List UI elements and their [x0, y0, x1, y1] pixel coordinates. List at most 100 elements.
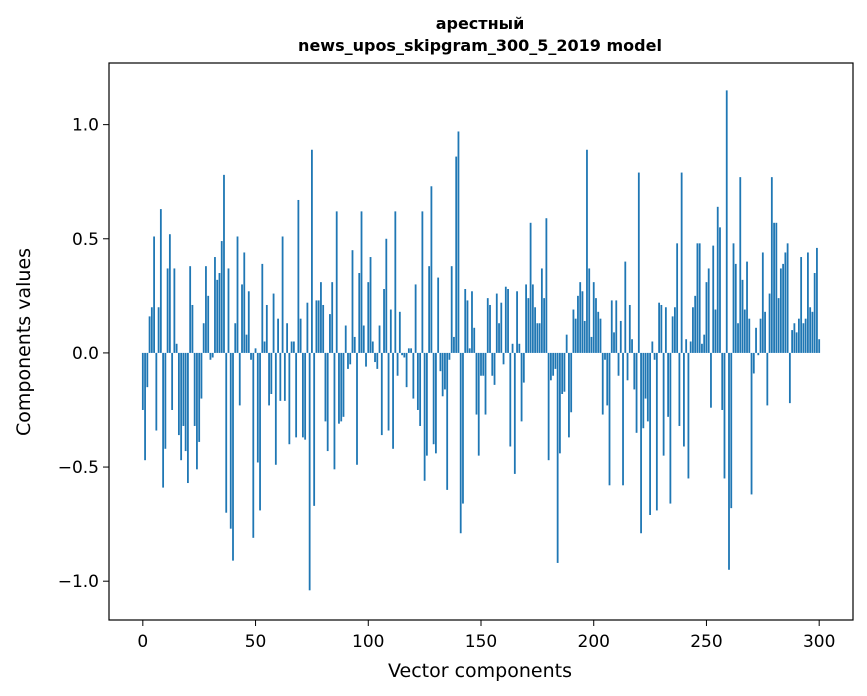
bar-135	[446, 352, 449, 490]
bar-121	[414, 284, 417, 353]
bar-58	[272, 293, 275, 353]
bar-258	[723, 352, 726, 479]
x-tick-label-0: 0	[137, 632, 148, 652]
bar-94	[353, 336, 356, 353]
bar-53	[261, 263, 264, 353]
bar-128	[430, 186, 433, 353]
bar-97	[360, 211, 363, 353]
bar-194	[579, 282, 582, 353]
y-tick-label-2: 0.0	[72, 344, 99, 364]
bar-106	[380, 352, 383, 436]
bar-8	[159, 209, 162, 353]
bar-88	[340, 352, 343, 422]
x-tick-label-1: 50	[245, 632, 267, 652]
bar-152	[484, 352, 487, 415]
bar-233	[667, 352, 670, 417]
bar-249	[703, 334, 706, 353]
bar-180	[547, 352, 550, 461]
x-tick-label-2: 100	[352, 632, 384, 652]
bar-178	[543, 298, 546, 353]
bar-287	[788, 352, 791, 404]
bar-138	[453, 336, 455, 353]
bar-214	[624, 261, 627, 353]
bar-99	[365, 352, 367, 367]
bar-200	[592, 282, 595, 353]
bar-236	[673, 307, 676, 353]
bar-275	[761, 252, 764, 353]
bar-52	[259, 352, 261, 511]
bar-101	[369, 257, 372, 353]
bar-130	[435, 352, 437, 454]
bar-278	[768, 293, 771, 353]
bar-7	[157, 307, 160, 353]
bar-104	[376, 352, 379, 369]
bar-111	[392, 352, 394, 449]
bar-234	[669, 352, 672, 504]
bar-173	[531, 284, 534, 353]
bar-92	[349, 352, 352, 365]
bar-113	[396, 352, 399, 376]
bar-123	[419, 352, 422, 426]
bar-262	[732, 243, 735, 353]
bar-170	[525, 284, 527, 353]
bar-65	[288, 352, 291, 445]
x-tick-label-5: 250	[690, 632, 722, 652]
bar-21	[189, 266, 192, 353]
bar-137	[450, 266, 453, 353]
bar-63	[283, 352, 286, 401]
bar-240	[683, 352, 685, 447]
bar-189	[568, 352, 570, 438]
bar-181	[549, 352, 552, 381]
bar-124	[421, 211, 424, 353]
bar-155	[491, 352, 494, 376]
bar-161	[504, 286, 507, 353]
bar-62	[281, 236, 284, 353]
bar-47	[247, 291, 250, 353]
bar-131	[437, 277, 440, 353]
bar-172	[529, 222, 532, 353]
bar-78	[317, 300, 320, 353]
bar-139	[455, 156, 458, 353]
x-axis-label: Vector components	[388, 660, 572, 682]
bar-69	[297, 199, 300, 353]
bar-244	[692, 307, 694, 353]
bar-197	[586, 149, 588, 353]
bar-218	[633, 352, 636, 390]
bar-95	[356, 352, 358, 465]
bar-45	[243, 252, 246, 353]
bar-242	[687, 352, 690, 479]
bar-151	[482, 352, 485, 376]
bar-2	[146, 352, 149, 388]
bar-46	[245, 334, 248, 353]
x-axis-ticks: 0 50 100 150 200 250 300	[137, 620, 835, 652]
bar-158	[498, 323, 500, 353]
bar-267	[743, 309, 746, 353]
bar-284	[782, 263, 785, 353]
bar-29	[207, 295, 210, 353]
y-axis-ticks: −1.0 −0.5 0.0 0.5 1.0	[58, 116, 109, 592]
bar-195	[581, 291, 584, 353]
bar-164	[511, 343, 514, 353]
y-tick-label-4: 1.0	[72, 116, 99, 136]
bar-209	[613, 332, 615, 353]
bar-54	[263, 341, 266, 353]
bar-133	[441, 352, 444, 397]
bar-41	[234, 323, 237, 353]
bar-49	[252, 352, 255, 538]
bar-273	[757, 352, 760, 356]
bar-117	[405, 352, 408, 388]
bar-48	[250, 352, 252, 360]
bar-35	[220, 241, 223, 353]
bar-109	[387, 352, 390, 431]
bar-179	[545, 218, 548, 353]
bar-271	[752, 352, 755, 374]
bar-230	[660, 304, 663, 353]
bar-98	[362, 325, 365, 353]
bar-274	[759, 318, 762, 353]
bar-72	[304, 352, 307, 440]
bar-129	[432, 352, 435, 445]
bar-147	[473, 327, 476, 353]
bar-134	[444, 352, 446, 390]
bar-235	[671, 316, 674, 353]
